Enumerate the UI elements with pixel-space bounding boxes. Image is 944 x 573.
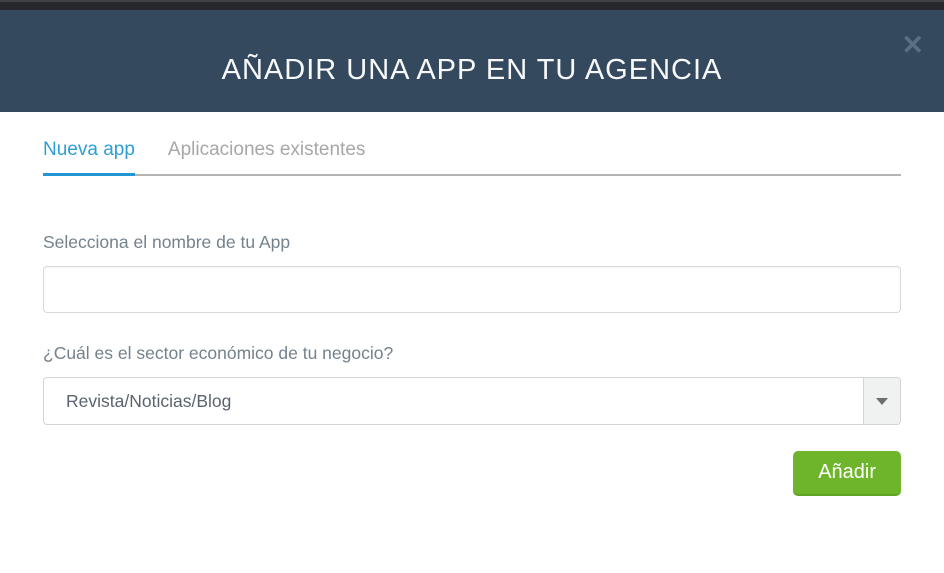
app-name-label: Selecciona el nombre de tu App xyxy=(43,232,291,252)
actions-row: Añadir xyxy=(43,451,901,496)
tab-nueva-app[interactable]: Nueva app xyxy=(43,139,135,176)
modal-header: AÑADIR UNA APP EN TU AGENCIA ✕ xyxy=(0,10,944,112)
sector-label: ¿Cuál es el sector económico de tu negoc… xyxy=(43,343,394,363)
tab-bar: Nueva app Aplicaciones existentes xyxy=(43,139,901,176)
add-app-modal: AÑADIR UNA APP EN TU AGENCIA ✕ Nueva app… xyxy=(0,0,944,496)
close-icon[interactable]: ✕ xyxy=(901,30,924,60)
modal-body: Nueva app Aplicaciones existentes Selecc… xyxy=(0,139,944,496)
app-name-input[interactable] xyxy=(43,266,901,313)
tab-aplicaciones-existentes[interactable]: Aplicaciones existentes xyxy=(167,139,366,160)
backdrop-strip xyxy=(0,0,944,10)
chevron-down-icon xyxy=(876,397,888,405)
modal-title: AÑADIR UNA APP EN TU AGENCIA xyxy=(221,53,723,86)
dropdown-arrow-button[interactable] xyxy=(863,378,900,424)
add-button[interactable]: Añadir xyxy=(793,451,901,496)
sector-select-value: Revista/Noticias/Blog xyxy=(66,390,232,411)
sector-select[interactable]: Revista/Noticias/Blog xyxy=(43,377,901,425)
